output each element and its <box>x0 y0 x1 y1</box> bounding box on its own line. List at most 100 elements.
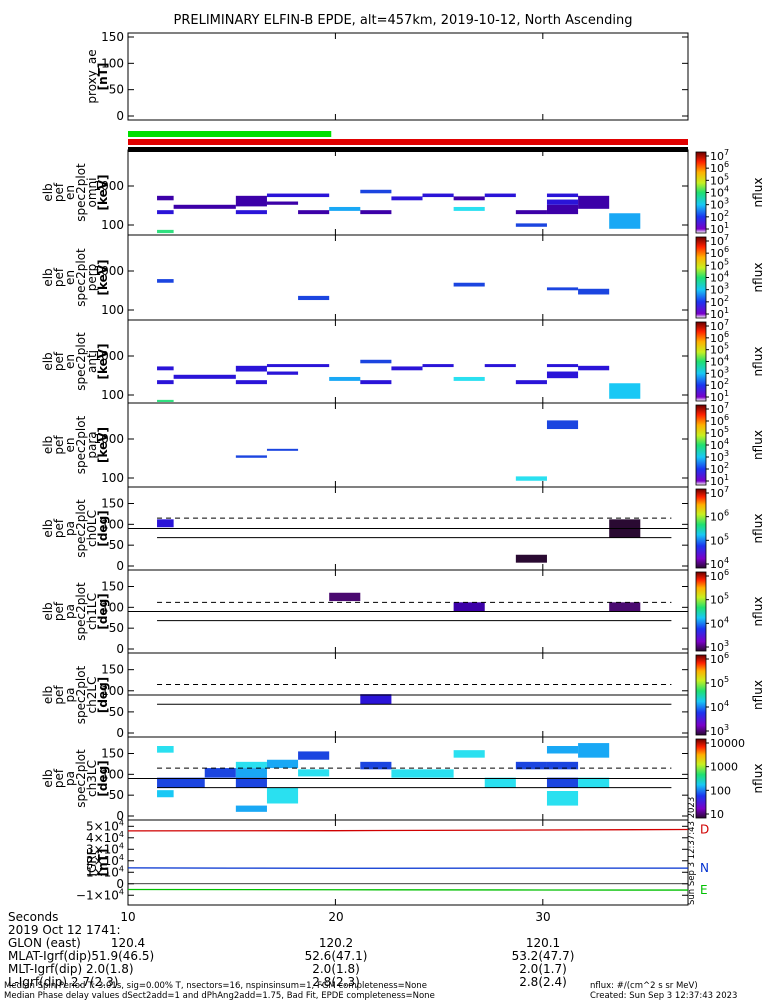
y-tick-label: 100 <box>101 767 124 781</box>
colorbar-tick-label: 107 <box>710 148 729 163</box>
colorbar <box>695 571 707 652</box>
heatmap-cell <box>422 364 454 368</box>
y-tick-label: 2×104 <box>86 853 124 868</box>
heatmap-cell <box>422 193 454 198</box>
colorbar-tick-label: 103 <box>710 639 729 654</box>
eph-label-l: L-Igrf(dip) 2.7(2.3) <box>8 975 118 989</box>
heatmap-cell <box>453 196 485 201</box>
y-axis-label: spec2plot <box>74 163 88 222</box>
y-tick-label: 1×104 <box>86 864 124 879</box>
y-axis-label: elb <box>41 268 55 286</box>
heatmap-cell <box>453 206 485 211</box>
y-axis-label: ch2LC <box>85 677 99 714</box>
colorbar-tick-label: 107 <box>710 318 729 333</box>
figure-title: PRELIMINARY ELFIN-B EPDE, alt=457km, 201… <box>174 13 633 28</box>
spin-period-note: Median Spin Period T: 3.01s, sig=0.00% T… <box>4 981 427 991</box>
series-label-E: E <box>700 883 708 897</box>
heatmap-cell <box>157 746 174 753</box>
heatmap-cell <box>235 777 267 788</box>
heatmap-cell <box>484 777 516 788</box>
y-axis-label: pa <box>63 604 77 619</box>
colorbar <box>695 151 707 234</box>
eph-mlat-v3: 53.2(47.7) <box>512 949 575 963</box>
colorbar-tick-label: 104 <box>710 699 729 714</box>
colorbar <box>695 654 707 736</box>
heatmap-cell <box>546 364 579 368</box>
panel-bars <box>128 131 688 152</box>
colorbar-tick-label: 103 <box>710 723 729 738</box>
heatmap-cell <box>546 420 579 430</box>
y-tick-label: 0 <box>116 109 124 123</box>
colorbar-tick-label: 105 <box>710 425 729 440</box>
eph-l-v3: 2.8(2.4) <box>519 975 567 989</box>
status-bar <box>128 131 332 137</box>
plot-frame <box>127 319 689 404</box>
heatmap-cell <box>173 374 236 379</box>
y-tick-label: 1000 <box>93 179 124 193</box>
y-axis-label: pa <box>63 521 77 536</box>
eph-label-glon: GLON (east) <box>8 936 81 950</box>
y-axis-label: [nT] <box>96 849 110 877</box>
y-axis-label: [nT] <box>96 63 110 91</box>
y-axis-label: pef <box>52 435 66 455</box>
y-tick-label: 100 <box>101 218 124 232</box>
heatmap-cell <box>266 759 299 769</box>
y-axis-label: [deg] <box>96 760 110 796</box>
eph-mlt-v2: 2.0(1.8) <box>312 962 360 976</box>
colorbar-tick-label: 105 <box>710 257 729 272</box>
heatmap-cell <box>391 769 454 778</box>
colorbar-tick-label: 101 <box>710 221 729 236</box>
heatmap-cell <box>546 791 579 806</box>
y-axis-label: spec2plot <box>74 749 88 808</box>
colorbar-label: nflux <box>751 764 765 794</box>
colorbar-tick-label: 104 <box>710 615 729 630</box>
y-axis-label: anti <box>85 350 99 373</box>
colorbar-tick-label: 102 <box>710 294 729 309</box>
heatmap-cell <box>157 380 174 385</box>
colorbar-tick-label: 10000 <box>710 737 745 750</box>
heatmap-cell <box>266 364 330 368</box>
y-tick-label: 100 <box>101 600 124 614</box>
panel-proxy_ae: proxy_ae[nT] 150 100 50 0 <box>85 30 689 123</box>
heatmap-cell <box>298 769 330 777</box>
heatmap-cell <box>546 199 579 205</box>
heatmap-cell <box>157 279 174 283</box>
heatmap-cell <box>360 380 392 385</box>
heatmap-cell <box>515 210 547 215</box>
x-axis-labels: 10 20 30 <box>120 910 550 924</box>
y-axis-label: [deg] <box>96 510 110 546</box>
eph-label-mlat: MLAT-Igrf(dip)51.9(46.5) <box>8 949 154 963</box>
y-axis-label: spec2plot <box>74 665 88 724</box>
y-tick-label: 100 <box>101 388 124 402</box>
heatmap-cell <box>484 364 516 368</box>
colorbar-tick-label: 101 <box>710 389 729 404</box>
y-tick-label: 150 <box>101 497 124 511</box>
panel-omni: elbpefenspec2plotomni[keV]10001001071061… <box>41 148 765 236</box>
colorbar-tick-label: 107 <box>710 485 729 500</box>
heatmap-cell <box>173 204 236 209</box>
colorbar-tick-label: 107 <box>710 401 729 416</box>
y-axis-label: pef <box>52 685 66 705</box>
y-axis-label: pef <box>52 267 66 287</box>
heatmap-cell <box>546 204 579 215</box>
panels: proxy_ae[nT]150100500elbpefenspec2plotom… <box>41 30 765 906</box>
x-tick-20: 20 <box>328 910 343 924</box>
heatmap-cell <box>157 366 174 371</box>
colorbar <box>695 738 707 819</box>
plot-frame <box>127 402 689 488</box>
colorbar-tick-label: 101 <box>710 473 729 488</box>
colorbar-label: nflux <box>751 680 765 710</box>
eph-label-date: 2019 Oct 12 1741: <box>8 923 121 937</box>
y-tick-label: 50 <box>109 788 124 802</box>
colorbar-tick-label: 104 <box>710 185 729 200</box>
colorbar-tick-label: 103 <box>710 365 729 380</box>
heatmap-cell <box>235 805 267 812</box>
heatmap-cell <box>157 399 174 402</box>
heatmap-cell <box>157 229 174 234</box>
colorbar-tick-label: 104 <box>710 556 729 571</box>
y-axis-label: pa <box>63 688 77 703</box>
y-tick-label: 50 <box>109 705 124 719</box>
side-timestamp: Sun Sep 3 12:37:43 2023 <box>687 797 697 905</box>
